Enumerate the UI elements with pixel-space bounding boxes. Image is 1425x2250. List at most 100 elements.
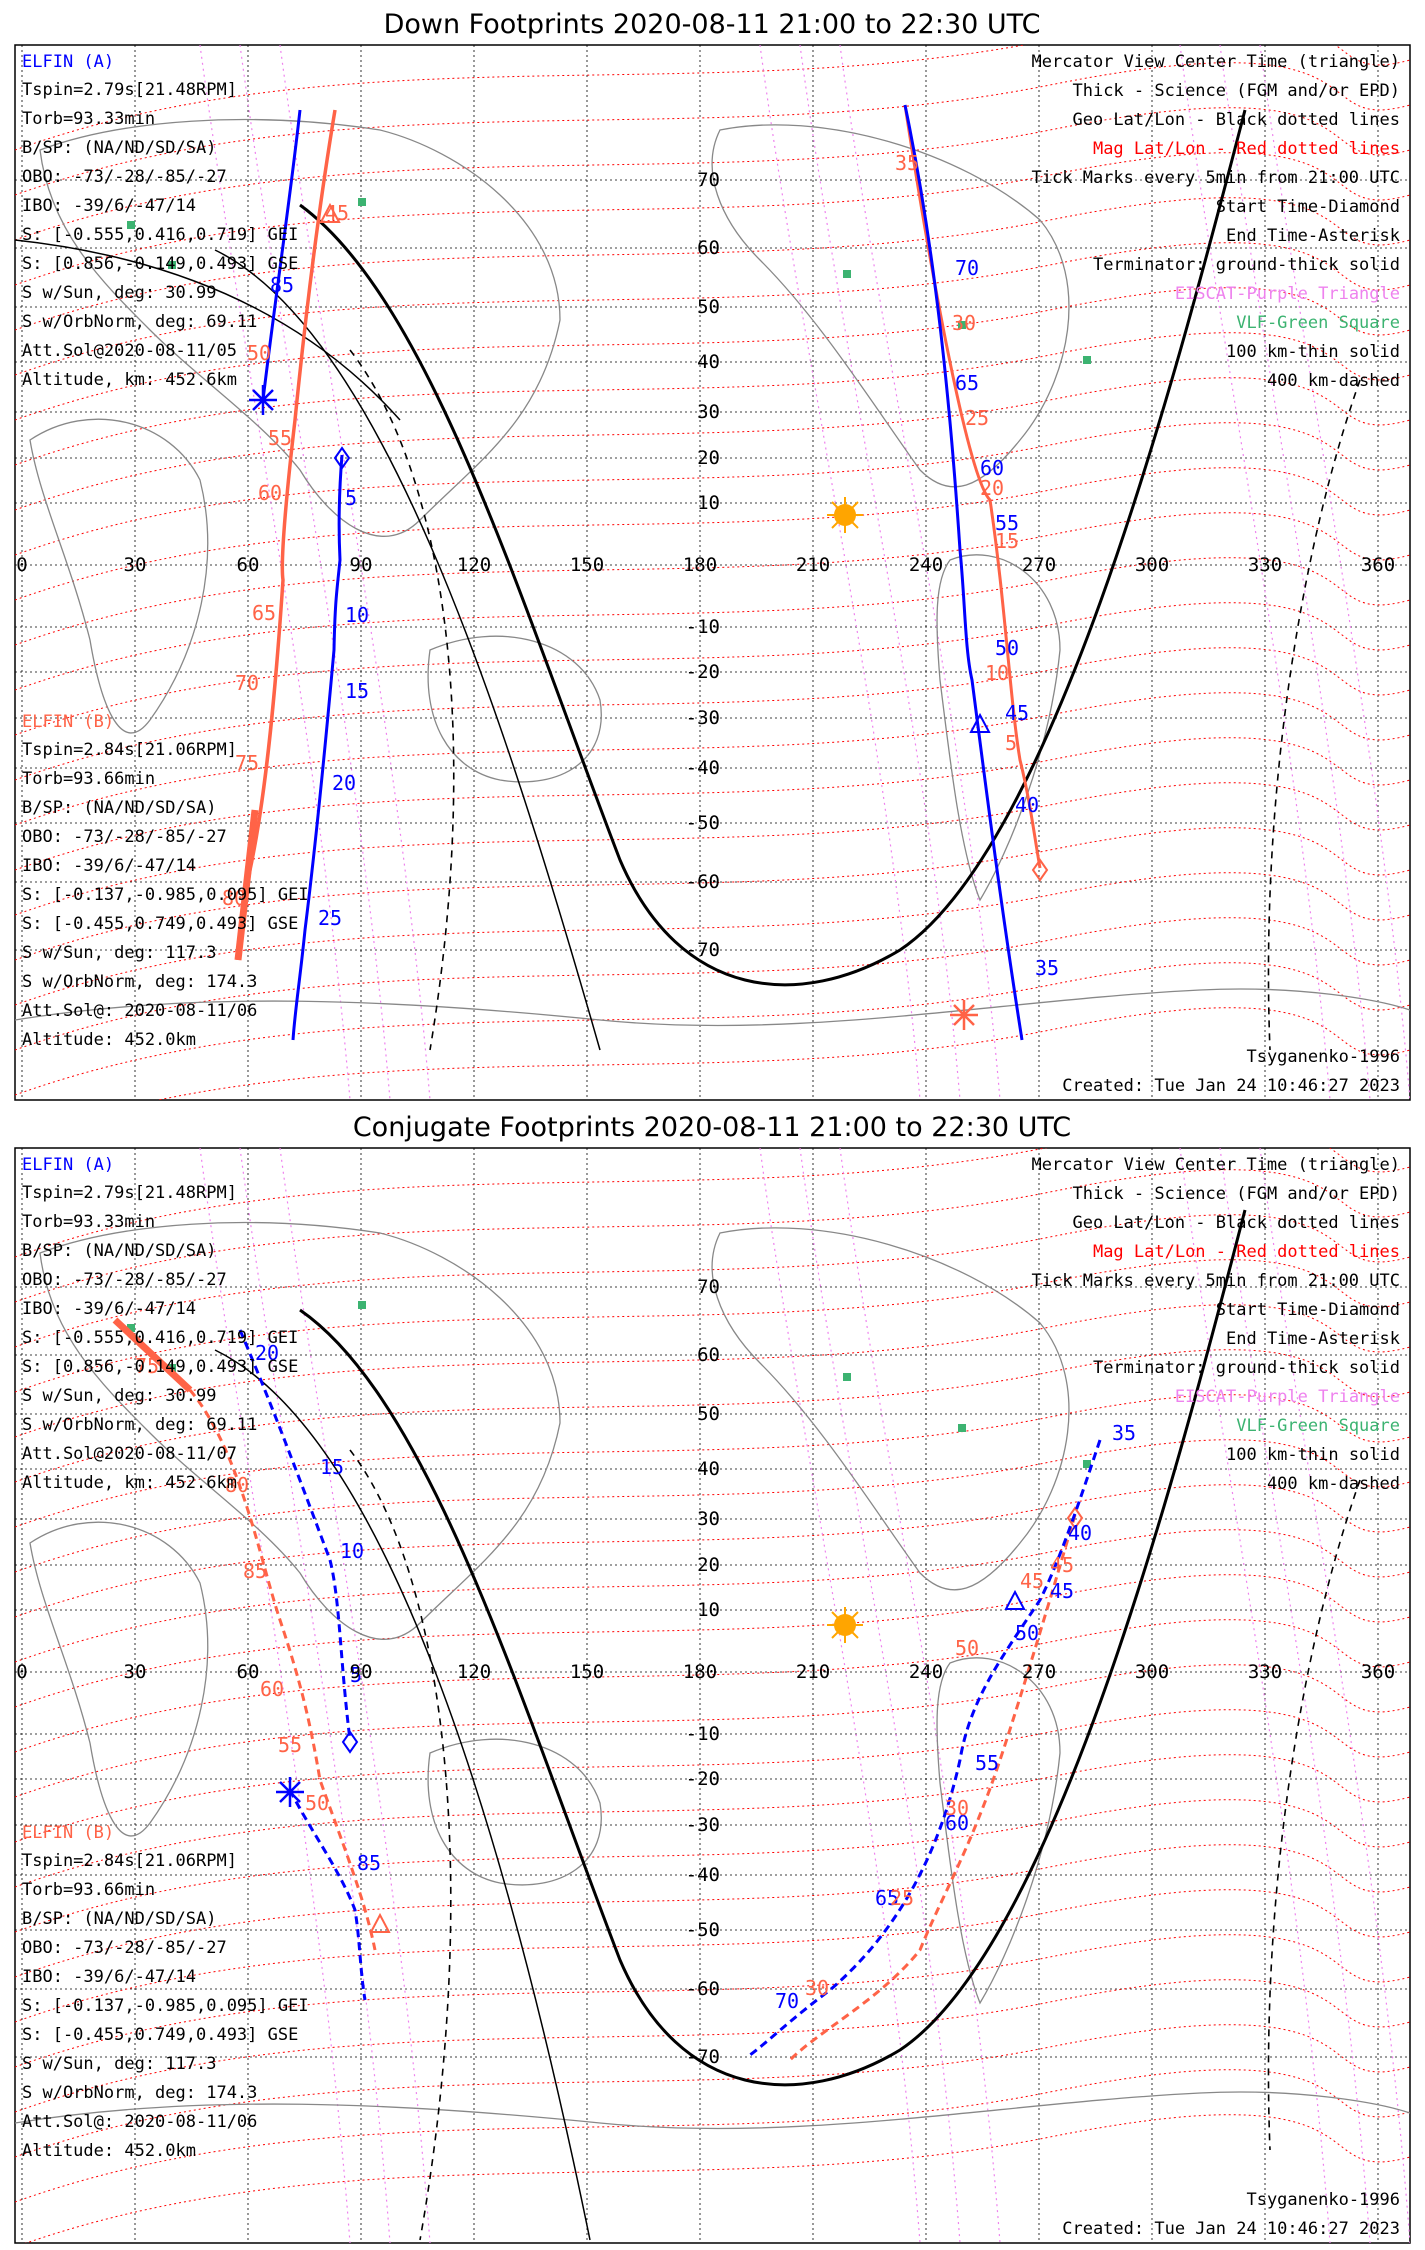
elfin-a-info-line: IBO: -39/6/-47/14 <box>22 196 196 216</box>
mag-grid <box>15 1148 1410 2243</box>
elfin-a-info-line: B/SP: (NA/ND/SD/SA) <box>22 138 216 158</box>
elfin-a-info-line: S: [-0.555,0.416,0.719] GEI <box>22 225 298 245</box>
elfin-b-tick-label: 10 <box>985 661 1009 685</box>
legend-terminator: Terminator: ground-thick solid <box>1093 1358 1400 1378</box>
lon-tick-label: 300 <box>1135 1661 1169 1683</box>
elfin-b-tick-label: 55 <box>268 426 292 450</box>
elfin-a-tick-label: 70 <box>955 256 979 280</box>
lon-tick-label: 180 <box>683 1661 717 1683</box>
elfin-a-tick-label: 5 <box>350 1663 362 1687</box>
elfin-a-tick-label: 10 <box>345 603 369 627</box>
elfin-a-tick-label: 35 <box>1112 1421 1136 1445</box>
elfin-a-info-line: B/SP: (NA/ND/SD/SA) <box>22 1241 216 1261</box>
lat-tick-label: 40 <box>697 351 720 373</box>
elfin-b-info-line: S: [-0.455,0.749,0.493] GSE <box>22 914 298 934</box>
elfin-a-info-line: IBO: -39/6/-47/14 <box>22 1299 196 1319</box>
elfin-b-tick-label: 15 <box>995 529 1019 553</box>
lat-tick-label: -10 <box>686 1723 720 1745</box>
elfin-a-track-west <box>261 109 344 1041</box>
lat-tick-label: 60 <box>697 237 720 259</box>
elfin-b-info-line: Att.Sol@: 2020-08-11/06 <box>22 1001 257 1021</box>
elfin-b-tick-label: 60 <box>260 1677 284 1701</box>
panel-title: Conjugate Footprints 2020-08-11 21:00 to… <box>353 1112 1071 1143</box>
lon-tick-label: 210 <box>796 554 830 576</box>
lon-tick-label: 330 <box>1248 1661 1282 1683</box>
elfin-b-info-line: S w/Sun, deg: 117.3 <box>22 2054 216 2074</box>
elfin-b-info-line: Altitude: 452.0km <box>22 2141 196 2161</box>
mag-grid <box>15 45 1410 1100</box>
elfin-b-info-line: IBO: -39/6/-47/14 <box>22 1967 196 1987</box>
elfin-a-track-east <box>903 104 1024 1041</box>
lon-tick-label: 240 <box>909 554 943 576</box>
terminator-100km <box>214 249 601 1051</box>
legend-mercator: Mercator View Center Time (triangle) <box>1032 1155 1400 1175</box>
lat-tick-label: 20 <box>697 1554 720 1576</box>
elfin-b-info-line: B/SP: (NA/ND/SD/SA) <box>22 798 216 818</box>
legend-km400: 400 km-dashed <box>1267 1474 1400 1494</box>
lon-tick-label: 270 <box>1022 1661 1056 1683</box>
map-frame <box>14 1147 1411 2244</box>
lat-tick-label: 30 <box>697 401 720 423</box>
legend-ticks: Tick Marks every 5min from 21:00 UTC <box>1032 1271 1400 1291</box>
elfin-a-info-line: S w/Sun, deg: 30.99 <box>22 1386 216 1406</box>
legend-mag: Mag Lat/Lon - Red dotted lines <box>1093 139 1400 159</box>
lat-tick-label: -40 <box>686 757 720 779</box>
legend-thick: Thick - Science (FGM and/or EPD) <box>1072 1184 1400 1204</box>
lat-tick-label: -70 <box>686 2046 720 2068</box>
elfin-b-tick-label: 30 <box>952 311 976 335</box>
elfin-b-conj-center-triangle <box>369 1912 391 1933</box>
elfin-a-info-line: Att.Sol@2020-08-11/07 <box>22 1444 237 1464</box>
elfin-a-tick-label: 65 <box>875 1886 899 1910</box>
legend-geo: Geo Lat/Lon - Black dotted lines <box>1072 110 1400 130</box>
lat-tick-label: 40 <box>697 1458 720 1480</box>
panel-down-footprints: Down Footprints 2020-08-11 21:00 to 22:3… <box>14 9 1411 1101</box>
lon-tick-label: 60 <box>237 1661 260 1683</box>
elfin-a-conj-track-east <box>749 1439 1102 2057</box>
elfin-a-info-line: S w/Sun, deg: 30.99 <box>22 283 216 303</box>
lon-tick-label: 330 <box>1248 554 1282 576</box>
legend-geo: Geo Lat/Lon - Black dotted lines <box>1072 1213 1400 1233</box>
lon-tick-label: 60 <box>237 554 260 576</box>
lat-tick-label: -10 <box>686 616 720 638</box>
elfin-b-conj-start-diamond <box>1066 1506 1084 1530</box>
vlf-square <box>1083 1460 1091 1468</box>
elfin-a-info-line: OBO: -73/-28/-85/-27 <box>22 167 227 187</box>
vlf-square <box>358 1301 366 1309</box>
elfin-b-tick-label: 45 <box>325 201 349 225</box>
lat-tick-label: 70 <box>697 1276 720 1298</box>
created-label: Created: Tue Jan 24 10:46:27 2023 <box>1062 1076 1400 1096</box>
info-text: ELFIN (A) Tspin=2.79s[21.48RPM] Torb=93.33… <box>22 52 1400 1096</box>
vlf-square <box>958 321 966 329</box>
lat-tick-label: 20 <box>697 447 720 469</box>
legend-start: Start Time-Diamond <box>1216 197 1400 217</box>
elfin-a-tick-label: 10 <box>340 1539 364 1563</box>
elfin-b-info-line: OBO: -73/-28/-85/-27 <box>22 1938 227 1958</box>
track-labels: 2015105853540455055606570758085605550454… <box>135 1341 1136 2013</box>
elfin-a-info-line: Tspin=2.79s[21.48RPM] <box>22 80 237 100</box>
terminator-400km-b <box>1267 379 1361 1051</box>
legend-terminator: Terminator: ground-thick solid <box>1093 255 1400 275</box>
elfin-a-tick-label: 60 <box>945 1811 969 1835</box>
terminator-ground <box>299 1209 1247 2087</box>
elfin-b-heading: ELFIN (B) <box>22 1823 114 1843</box>
elfin-b-info-line: Altitude: 452.0km <box>22 1030 196 1050</box>
elfin-b-tick-label: 45 <box>1020 1569 1044 1593</box>
lon-tick-label: 30 <box>124 1661 147 1683</box>
vlf-square <box>958 1424 966 1432</box>
lat-tick-label: -20 <box>686 1768 720 1790</box>
elfin-b-info-line: S: [-0.137,-0.985,0.095] GEI <box>22 885 309 905</box>
elfin-b-tick-label: 50 <box>955 1636 979 1660</box>
lat-tick-label: -50 <box>686 812 720 834</box>
elfin-b-end-asterisk <box>950 1000 978 1030</box>
elfin-a-tick-label: 35 <box>1035 956 1059 980</box>
elfin-b-start-diamond <box>1031 858 1049 882</box>
elfin-a-tick-label: 50 <box>1015 1621 1039 1645</box>
lon-tick-label: 90 <box>350 554 373 576</box>
elfin-a-tick-label: 50 <box>995 636 1019 660</box>
elfin-a-tick-label: 65 <box>955 371 979 395</box>
elfin-a-info-line: S: [0.856,-0.149,0.493] GSE <box>22 254 298 274</box>
lon-tick-label: 150 <box>570 1661 604 1683</box>
elfin-a-info-line: Altitude, km: 452.6km <box>22 370 237 390</box>
terminator-400km-b <box>1267 1479 1361 2151</box>
elfin-a-center-triangle <box>969 712 991 733</box>
